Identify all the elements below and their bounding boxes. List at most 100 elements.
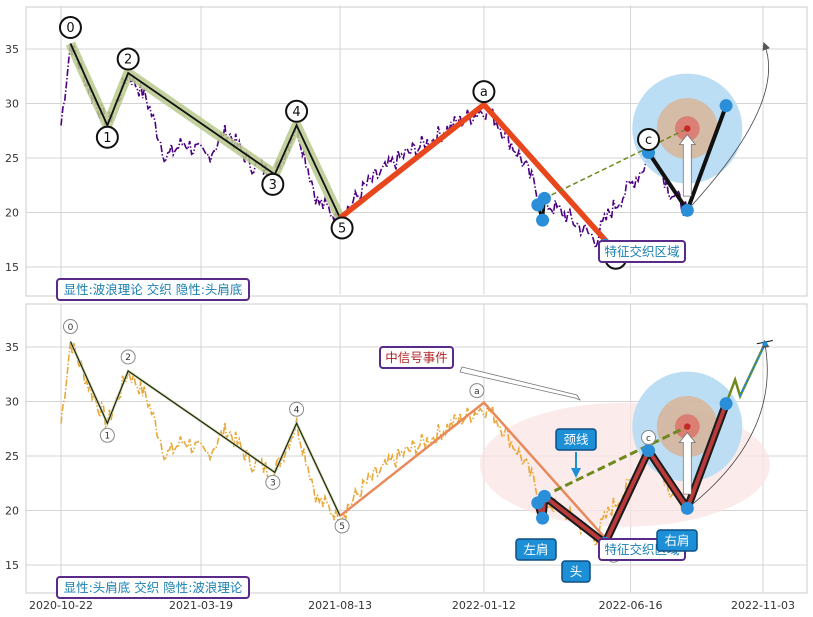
signal-event-box (379, 346, 454, 369)
x-tick-labels: 2020-10-22 2021-03-19 2021-08-13 2022-01-12… (29, 599, 795, 612)
wave-label-circle (637, 128, 661, 152)
wave-label: c (646, 434, 651, 444)
top-wave-lines (65, 41, 612, 248)
bottom-wave-lines (69, 341, 611, 545)
y-tick-label: 25 (5, 450, 19, 463)
neckline (544, 127, 688, 200)
y-tick-label: 20 (5, 505, 19, 518)
wave-label: 3 (269, 178, 277, 193)
x-tick-label: 2021-08-13 (308, 599, 372, 612)
wave-label: 0 (66, 21, 74, 36)
target-dot (684, 423, 691, 430)
corrective-wave-line (339, 400, 611, 545)
projection-end-dot (762, 341, 768, 347)
wave-label-circle (99, 427, 115, 443)
wave-label: 2 (124, 52, 132, 67)
price-line (60, 341, 689, 549)
bottom-y-tick-labels: 15 20 25 30 35 (5, 341, 19, 572)
pattern-point (680, 203, 694, 217)
wave-label: c (645, 133, 652, 148)
mode-label: 显性:波浪理论 交织 隐性:头肩底 (64, 282, 243, 297)
corrective-wave-line (338, 101, 612, 248)
left-shoulder-box (515, 538, 557, 561)
left-shoulder-label: 左肩 (523, 542, 548, 557)
wave-label-circle (289, 401, 305, 417)
mode-label-2: 显性:头肩底 交织 隐性:波浪理论 (64, 580, 243, 595)
breakout-line (724, 343, 767, 405)
target-arrow (678, 431, 697, 495)
wave-label: 3 (270, 479, 276, 489)
y-tick-label: 30 (5, 396, 19, 409)
wave-label: 4 (294, 406, 300, 416)
y-tick-label: 35 (5, 43, 19, 56)
impulse-wave-line (70, 341, 341, 517)
projection-curve (687, 41, 771, 211)
x-tick-label: 2022-06-16 (599, 599, 663, 612)
wave-label: 0 (68, 323, 74, 333)
wave-label: 1 (104, 432, 110, 442)
x-tick-label: 2021-03-19 (169, 599, 233, 612)
pattern-point (537, 191, 551, 205)
wave-label-circle (334, 518, 350, 534)
wave-label-circle (120, 349, 136, 365)
head-label: 头 (570, 564, 583, 579)
pattern-point (719, 99, 733, 113)
target-arrow (678, 133, 697, 197)
top-pattern (531, 41, 771, 252)
wave-label: a (480, 85, 488, 100)
right-shoulder-label: 右肩 (664, 533, 689, 548)
feature-zone-label: 特征交织区域 (604, 244, 679, 259)
y-tick-label: 35 (5, 341, 19, 354)
neckline-label: 颈线 (563, 432, 589, 447)
signal-event-arrow (459, 366, 581, 401)
y-tick-label: 20 (5, 207, 19, 220)
x-tick-label: 2020-10-22 (29, 599, 93, 612)
neckline (553, 425, 688, 493)
wave-label: 5 (339, 522, 345, 532)
wave-label-circle (95, 125, 119, 149)
wave-label-circle (285, 99, 309, 123)
wave-label: 5 (338, 221, 346, 236)
signal-event-label: 中信号事件 (385, 350, 448, 365)
y-tick-label: 15 (5, 261, 19, 274)
impulse-wave-line (69, 43, 341, 219)
y-tick-label: 30 (5, 98, 19, 111)
pattern-point (536, 511, 550, 525)
top-y-tick-labels: 15 20 25 30 35 (5, 43, 19, 274)
right-shoulder-box (656, 529, 698, 552)
bottom-price-series (60, 341, 689, 549)
wave-label-circle (469, 383, 485, 399)
neckline-pointer-head (571, 468, 581, 478)
feature-zone-box (598, 240, 686, 263)
y-tick-label: 15 (5, 559, 19, 572)
wave-label-circle (641, 430, 657, 446)
pattern-point (537, 489, 551, 503)
projection-curve (687, 339, 770, 509)
wave-label: 1 (103, 131, 111, 146)
pattern-point (719, 397, 733, 411)
top-wave-labels: 012345abc (58, 16, 661, 270)
x-tick-label: 2022-11-03 (731, 599, 795, 612)
wave-label-circle (116, 47, 140, 71)
price-line (60, 43, 689, 251)
head-box (561, 560, 591, 583)
wave-label-circle (62, 319, 78, 335)
wave-label-circle (58, 16, 82, 40)
top-annotations: 特征交织区域 显性:波浪理论 交织 隐性:头肩底 (56, 240, 686, 301)
x-tick-label: 2022-01-12 (452, 599, 516, 612)
y-tick-label: 25 (5, 152, 19, 165)
wave-label-circle (472, 80, 496, 104)
wave-label: 2 (125, 353, 131, 363)
pattern-point (642, 444, 656, 458)
wave-label-circle (330, 216, 354, 240)
pattern-point (536, 213, 550, 227)
wave-label-circle (261, 172, 285, 196)
top-price-series (60, 43, 689, 251)
neckline-box (555, 428, 597, 451)
mode-label-box (56, 278, 250, 301)
wave-label-circle (265, 474, 281, 490)
wave-label: a (474, 387, 480, 397)
